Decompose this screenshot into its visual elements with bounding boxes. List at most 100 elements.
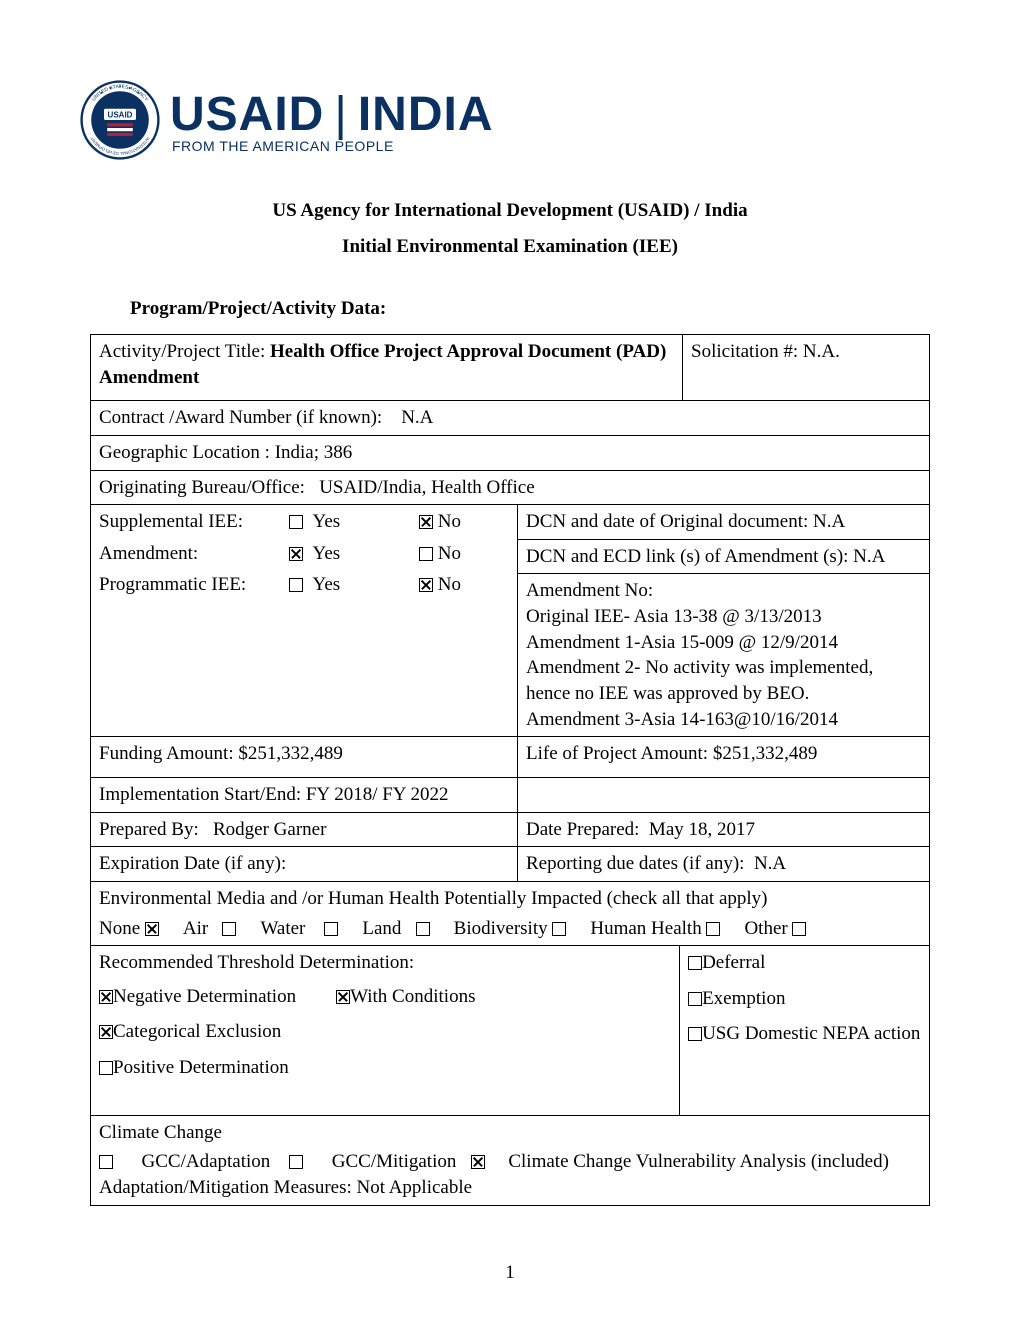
rec-exemption-checkbox[interactable]	[688, 992, 702, 1006]
yes-label-2: Yes	[313, 543, 341, 564]
wordmark-usaid: USAID	[170, 87, 324, 142]
impl-label: Implementation Start/End:	[99, 784, 306, 805]
geo-value: India; 386	[275, 442, 353, 463]
cell-activity-title: Activity/Project Title: Health Office Pr…	[91, 335, 683, 401]
prepared-by-label: Prepared By:	[99, 819, 199, 840]
rec-deferral-checkbox[interactable]	[688, 956, 702, 970]
programmatic-label: Programmatic IEE:	[99, 572, 289, 598]
svg-text:USAID: USAID	[108, 111, 133, 120]
env-health-checkbox[interactable]	[706, 922, 720, 936]
rec-heading: Recommended Threshold Determination:	[99, 950, 671, 976]
climate-mitig-checkbox[interactable]	[289, 1155, 303, 1169]
rec-withcond-label: With Conditions	[350, 986, 475, 1007]
rec-deferral-label: Deferral	[702, 952, 765, 973]
env-air-checkbox[interactable]	[222, 922, 236, 936]
solicitation-value: N.A.	[803, 341, 840, 362]
rec-negdet-checkbox[interactable]	[99, 990, 113, 1004]
rec-withcond-checkbox[interactable]	[336, 990, 350, 1004]
cell-reporting: Reporting due dates (if any): N.A	[518, 847, 930, 882]
env-air-label: Air	[183, 918, 208, 939]
dcn-original: DCN and date of Original document: N.A	[526, 511, 845, 532]
climate-adapt-label: GCC/Adaptation	[142, 1151, 271, 1172]
origin-label: Originating Bureau/Office:	[99, 477, 305, 498]
cell-rec-left: Recommended Threshold Determination: Neg…	[91, 946, 680, 1116]
cell-env-media: Environmental Media and /or Human Health…	[91, 881, 930, 945]
rec-posdet-label: Positive Determination	[113, 1057, 289, 1078]
lop-value: $251,332,489	[713, 743, 818, 764]
contract-value: N.A	[401, 407, 433, 428]
climate-heading: Climate Change	[99, 1120, 921, 1146]
cell-iee-flags: Supplemental IEE: Yes No Amendment: Yes …	[91, 505, 518, 737]
form-table: Activity/Project Title: Health Office Pr…	[90, 334, 930, 1206]
usaid-logo: USAID UNITED STATES AGENCY INTERNATIONAL…	[80, 80, 930, 160]
date-prepared-value: May 18, 2017	[649, 819, 755, 840]
env-none-label: None	[99, 918, 140, 939]
wordmark-tagline: FROM THE AMERICAN PEOPLE	[172, 138, 493, 154]
climate-adapt-checkbox[interactable]	[99, 1155, 113, 1169]
amendment-no-label: Amendment No:	[526, 578, 921, 604]
env-land-checkbox[interactable]	[416, 922, 430, 936]
title-line1: US Agency for International Development …	[90, 200, 930, 222]
rec-nepa-checkbox[interactable]	[688, 1027, 702, 1041]
rec-catexcl-checkbox[interactable]	[99, 1025, 113, 1039]
wordmark-india: INDIA	[358, 87, 494, 142]
reporting-value: N.A	[754, 853, 786, 874]
page-number: 1	[0, 1262, 1020, 1284]
rec-nepa-label: USG Domestic NEPA action	[702, 1023, 920, 1044]
rec-exemption-label: Exemption	[702, 988, 785, 1009]
solicitation-label: Solicitation #:	[691, 341, 803, 362]
cell-lop: Life of Project Amount: $251,332,489	[518, 737, 930, 778]
supplemental-label: Supplemental IEE:	[99, 509, 289, 535]
usaid-wordmark: USAID | INDIA FROM THE AMERICAN PEOPLE	[170, 87, 493, 154]
dcn-amend-links: DCN and ECD link (s) of Amendment (s): N…	[526, 546, 885, 567]
env-water-label: Water	[260, 918, 305, 939]
geo-label: Geographic Location :	[99, 442, 275, 463]
lop-label: Life of Project Amount:	[526, 743, 713, 764]
supplemental-no-checkbox[interactable]	[419, 515, 433, 529]
section-heading: Program/Project/Activity Data:	[130, 298, 930, 320]
amendment-line-0: Original IEE- Asia 13-38 @ 3/13/2013	[526, 604, 921, 630]
amendment-line-3: Amendment 3-Asia 14-163@10/16/2014	[526, 707, 921, 733]
rec-negdet-label: Negative Determination	[113, 986, 296, 1007]
env-media-heading: Environmental Media and /or Human Health…	[99, 886, 921, 912]
env-other-label: Other	[744, 918, 787, 939]
page: USAID UNITED STATES AGENCY INTERNATIONAL…	[0, 0, 1020, 1320]
env-water-checkbox[interactable]	[324, 922, 338, 936]
climate-vuln-checkbox[interactable]	[471, 1155, 485, 1169]
rec-catexcl-label: Categorical Exclusion	[113, 1021, 281, 1042]
cell-date-prepared: Date Prepared: May 18, 2017	[518, 812, 930, 847]
cell-contract: Contract /Award Number (if known): N.A	[91, 401, 930, 436]
env-none-checkbox[interactable]	[145, 922, 159, 936]
env-other-checkbox[interactable]	[792, 922, 806, 936]
cell-expiration: Expiration Date (if any):	[91, 847, 518, 882]
contract-label: Contract /Award Number (if known):	[99, 407, 382, 428]
activity-title-label: Activity/Project Title:	[99, 341, 270, 362]
amendment-line-2: Amendment 2- No activity was implemented…	[526, 655, 921, 706]
supplemental-yes-checkbox[interactable]	[289, 515, 303, 529]
env-health-label: Human Health	[590, 918, 701, 939]
amendment-yes-checkbox[interactable]	[289, 547, 303, 561]
no-label-1: No	[438, 511, 461, 532]
cell-rec-right: Deferral Exemption USG Domestic NEPA act…	[680, 946, 930, 1116]
no-label-3: No	[438, 574, 461, 595]
expiration-label: Expiration Date (if any):	[99, 853, 286, 874]
date-prepared-label: Date Prepared:	[526, 819, 639, 840]
cell-origin: Originating Bureau/Office: USAID/India, …	[91, 470, 930, 505]
yes-label-1: Yes	[313, 511, 341, 532]
programmatic-no-checkbox[interactable]	[419, 578, 433, 592]
no-label-2: No	[438, 543, 461, 564]
cell-amendment-no: Amendment No: Original IEE- Asia 13-38 @…	[518, 574, 930, 737]
env-biodiv-checkbox[interactable]	[552, 922, 566, 936]
yes-label-3: Yes	[313, 574, 341, 595]
cell-solicitation: Solicitation #: N.A.	[683, 335, 930, 401]
title-line2: Initial Environmental Examination (IEE)	[90, 236, 930, 258]
cell-implementation-right	[518, 777, 930, 812]
reporting-label: Reporting due dates (if any):	[526, 853, 744, 874]
funding-label: Funding Amount:	[99, 743, 238, 764]
amendment-no-checkbox[interactable]	[419, 547, 433, 561]
climate-measures: Adaptation/Mitigation Measures: Not Appl…	[99, 1175, 921, 1201]
cell-dcn-original: DCN and date of Original document: N.A	[518, 505, 930, 540]
programmatic-yes-checkbox[interactable]	[289, 578, 303, 592]
rec-posdet-checkbox[interactable]	[99, 1061, 113, 1075]
env-land-label: Land	[362, 918, 401, 939]
